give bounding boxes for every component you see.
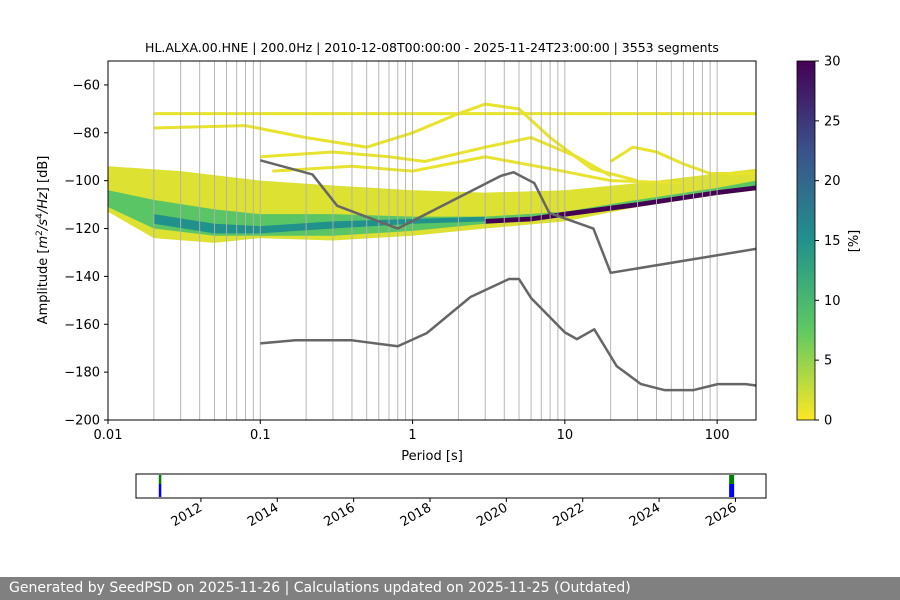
timeline-tick-label: 2026: [703, 500, 739, 530]
colorbar-tick-label: 5: [824, 354, 832, 369]
colorbar-label: [%]: [847, 230, 862, 253]
colorbar-tick-label: 15: [824, 234, 841, 249]
y-tick-label: −80: [73, 126, 100, 141]
footer-status-bar: Generated by SeedPSD on 2025-11-26 | Cal…: [0, 577, 900, 600]
timeline-events: [158, 475, 735, 497]
x-tick-label: 0.1: [250, 428, 271, 443]
colorbar-tick-label: 25: [824, 114, 841, 129]
timeline-tick-label: 2012: [169, 500, 205, 530]
x-axis-label: Period [s]: [401, 449, 463, 464]
y-tick-label: −120: [64, 222, 100, 237]
lower-noise-model: [260, 277, 756, 392]
y-tick-label: −100: [64, 174, 100, 189]
y-tick-label: −60: [73, 78, 100, 93]
availability-timeline: 2012 2014 2016 2018 2020 2022 2024 2026: [135, 473, 767, 530]
y-tick-label: −180: [64, 366, 100, 381]
y-axis-label: Amplitude [m2/s4/Hz] [dB]: [35, 156, 51, 325]
timeline-tick-label: 2018: [398, 500, 434, 530]
x-tick-label: 10: [557, 428, 574, 443]
upper-noise-model: [259, 159, 756, 275]
y-ticks: −60 −80 −100 −120 −140 −160 −180 −200: [64, 78, 108, 429]
y-tick-label: −160: [64, 318, 100, 333]
x-tick-label: 0.01: [94, 428, 123, 443]
colorbar-tick-label: 20: [824, 174, 841, 189]
plot-frame: [107, 60, 757, 421]
timeline-tick-label: 2020: [474, 500, 510, 530]
density-core-band: [108, 180, 756, 236]
timeline-tick-label: 2022: [551, 500, 587, 530]
psd-plot: 0.01 0.1 1 10 100 −60 −80 −100 −120 −140 −160 −180…: [35, 60, 757, 464]
y-tick-label: −140: [64, 270, 100, 285]
timeline-ticks: 2012 2014 2016 2018 2020 2022 2024 2026: [169, 498, 739, 530]
gap-bar: [158, 484, 162, 497]
colorbar-tick-label: 30: [824, 55, 841, 70]
colorbar: 0 5 10 15 20 25 30 [%]: [796, 55, 862, 429]
colorbar-tick-label: 10: [824, 294, 841, 309]
availability-bar: [158, 475, 162, 484]
colorbar-tick-label: 0: [824, 414, 832, 429]
gap-bar: [729, 484, 735, 497]
colorbar-ticks: 0 5 10 15 20 25 30: [815, 55, 841, 429]
timeline-tick-label: 2016: [321, 500, 357, 530]
noise-model-layer: [259, 159, 756, 392]
colorbar-gradient: [796, 60, 816, 421]
y-tick-label: −200: [64, 414, 100, 429]
x-tick-label: 100: [705, 428, 730, 443]
x-ticks: 0.01 0.1 1 10 100: [94, 420, 730, 443]
density-middle-arch: [260, 136, 612, 178]
x-tick-label: 1: [408, 428, 416, 443]
timeline-frame: [135, 473, 767, 499]
chart-title: HL.ALXA.00.HNE | 200.0Hz | 2010-12-08T00…: [145, 40, 719, 55]
availability-bar: [729, 475, 735, 484]
timeline-tick-label: 2014: [245, 500, 281, 530]
timeline-tick-label: 2024: [627, 500, 663, 530]
density-right-arch: [609, 145, 756, 175]
